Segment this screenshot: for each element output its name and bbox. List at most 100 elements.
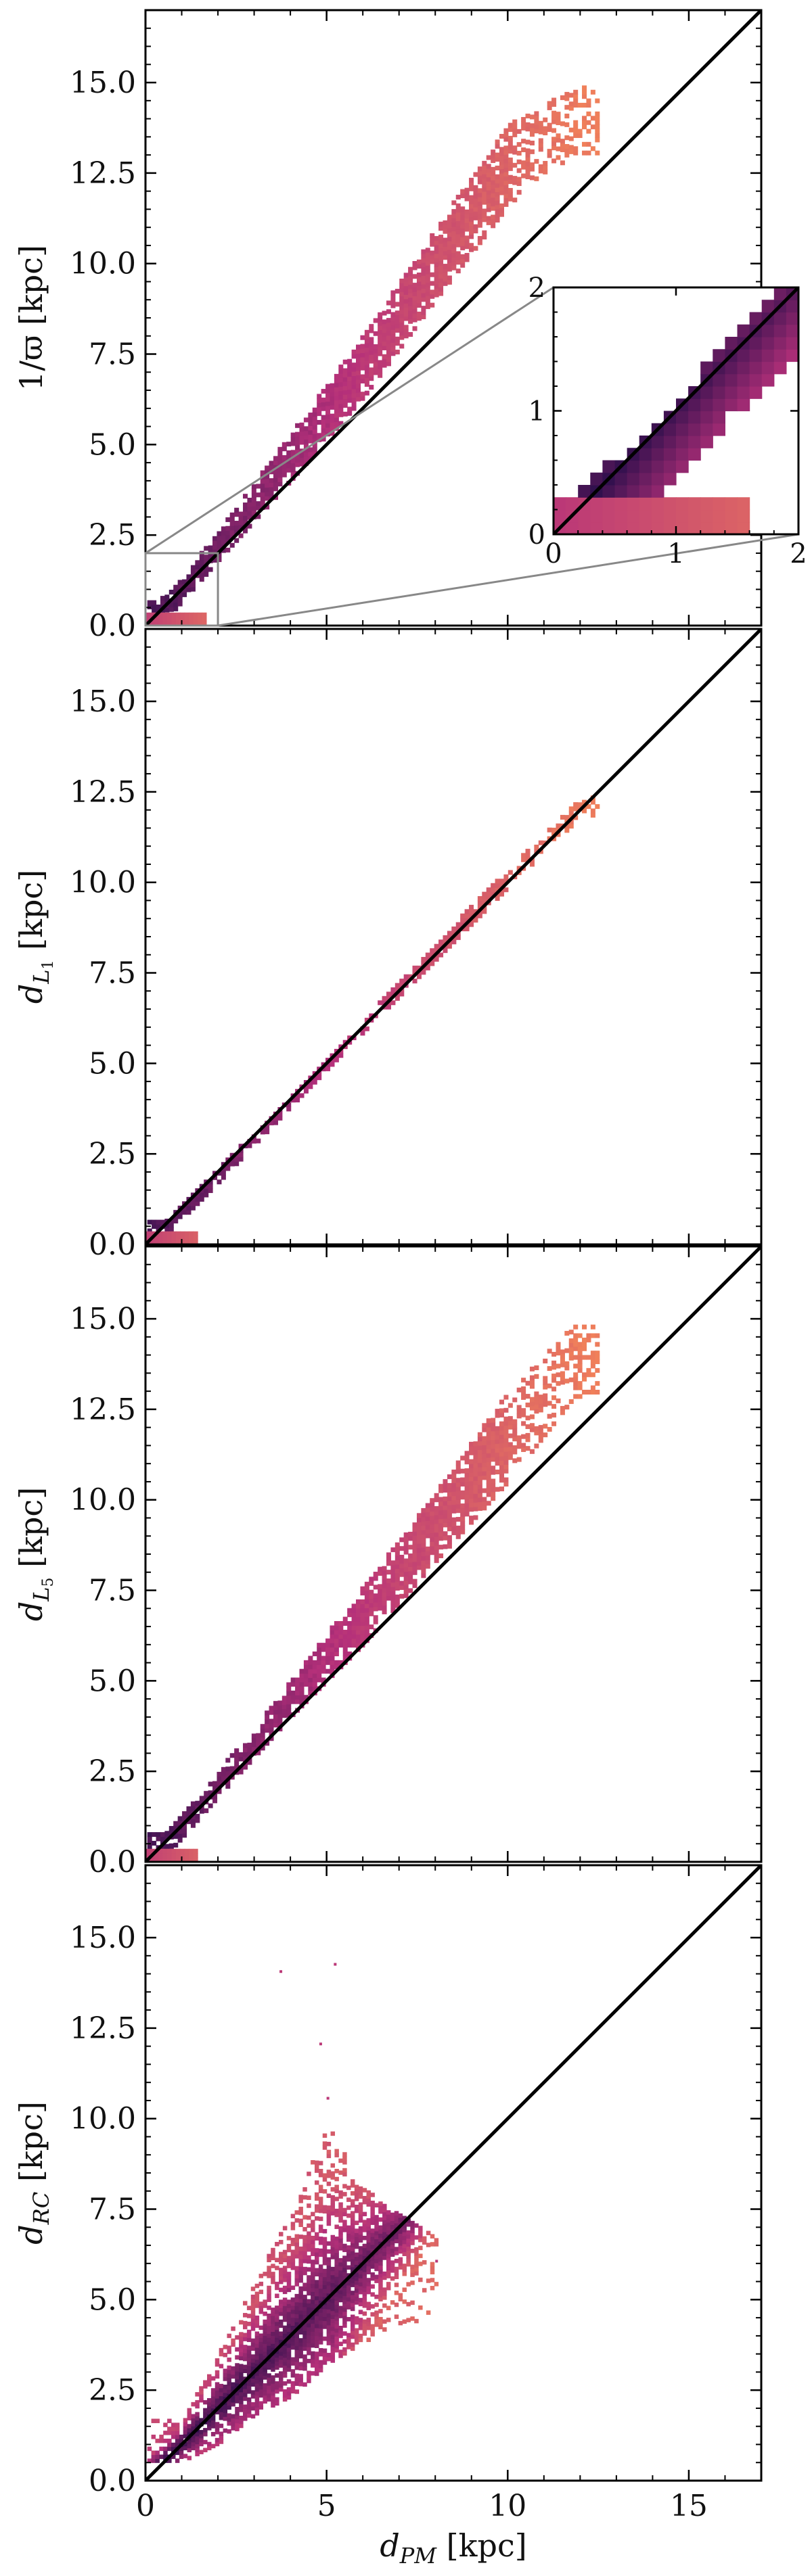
density-cell — [394, 1577, 400, 1583]
density-cell — [242, 2368, 248, 2373]
density-cell — [277, 1115, 283, 1121]
density-cell — [307, 2326, 311, 2332]
inset-density-cell — [713, 373, 725, 387]
density-cell — [217, 540, 222, 545]
density-cell — [473, 229, 478, 234]
density-cell — [482, 200, 487, 205]
inset-density-cell — [639, 521, 652, 534]
density-cell — [369, 1602, 374, 1608]
density-cell — [179, 2446, 184, 2452]
density-cell-clump — [158, 1848, 164, 1854]
density-cell — [399, 291, 405, 297]
zoom-connector-line — [217, 533, 799, 627]
density-cell — [294, 2373, 300, 2379]
inset-density-cell — [688, 436, 701, 448]
density-cell — [298, 2338, 303, 2343]
density-cell — [204, 1795, 209, 1800]
inset-density-cell — [602, 521, 616, 534]
density-cell — [434, 1553, 439, 1559]
density-cell — [164, 1835, 170, 1840]
density-cell — [512, 128, 518, 133]
density-cell — [398, 2229, 403, 2234]
density-cell — [330, 1643, 335, 1648]
density-cell — [402, 2268, 407, 2272]
density-cell — [430, 961, 435, 966]
density-cell — [330, 2199, 336, 2204]
density-cell — [267, 2253, 271, 2259]
density-cell — [302, 2326, 307, 2331]
density-cell — [231, 2366, 235, 2371]
density-cell — [246, 2333, 252, 2339]
density-cell — [312, 1668, 317, 1674]
density-cell — [394, 1555, 400, 1560]
density-cell — [314, 2367, 319, 2372]
density-cell — [469, 1507, 474, 1512]
density-cell — [314, 2232, 319, 2237]
density-cell — [273, 1714, 278, 1719]
density-cell — [378, 338, 383, 344]
density-cell — [362, 2243, 367, 2249]
density-cell — [447, 1522, 452, 1527]
density-cell — [299, 1695, 304, 1700]
density-cell — [447, 1518, 452, 1523]
density-cell — [543, 1393, 548, 1399]
density-cell — [239, 2395, 244, 2401]
density-cell — [342, 411, 348, 417]
density-cell — [495, 1447, 500, 1453]
density-cell — [286, 2272, 292, 2276]
density-cell — [362, 2303, 367, 2308]
density-cell — [314, 2280, 319, 2285]
density-cell — [360, 1634, 365, 1639]
density-cell — [451, 200, 457, 206]
density-cell — [410, 2241, 415, 2245]
inset-density-cell — [663, 460, 677, 473]
y-tick-label: 12.5 — [70, 1392, 136, 1427]
density-cell — [366, 2282, 371, 2287]
density-cell — [394, 302, 400, 307]
density-cell — [378, 2297, 383, 2301]
density-cell — [250, 2302, 256, 2308]
density-cell — [294, 2301, 300, 2307]
density-cell — [412, 326, 418, 331]
density-cell — [254, 2363, 260, 2368]
density-cell — [294, 2314, 300, 2318]
density-cell — [408, 1570, 413, 1576]
density-cell — [473, 1454, 478, 1459]
density-cell — [451, 1508, 457, 1514]
density-cell — [322, 2189, 328, 2194]
density-cell — [378, 1606, 383, 1611]
density-cell — [347, 385, 353, 390]
density-cell — [346, 2257, 351, 2262]
density-cell — [263, 2339, 267, 2344]
density-cell — [299, 1093, 304, 1098]
density-cell-clump — [158, 612, 164, 617]
density-cell — [314, 2272, 319, 2276]
density-cell — [242, 2364, 248, 2370]
density-cell — [438, 1523, 444, 1528]
density-cell — [438, 1509, 444, 1515]
density-cell — [503, 874, 509, 879]
density-cell — [334, 2328, 339, 2333]
density-cell — [321, 432, 326, 438]
density-cell — [234, 1757, 240, 1762]
density-cell — [208, 1803, 213, 1808]
density-cell — [302, 2259, 307, 2264]
density-cell — [399, 287, 405, 292]
density-cell — [314, 2259, 319, 2265]
density-cell — [360, 392, 365, 397]
density-cell — [414, 2255, 419, 2260]
density-cell — [482, 230, 487, 235]
density-cell-clump — [171, 1853, 177, 1858]
density-cell — [412, 1535, 418, 1541]
density-cell — [221, 535, 226, 540]
density-cell — [227, 2381, 231, 2386]
density-cell — [451, 243, 457, 249]
density-cell — [416, 1513, 422, 1518]
density-cell — [366, 2230, 371, 2235]
density-cell — [521, 117, 526, 122]
density-cell — [469, 225, 474, 231]
density-cell — [183, 2430, 188, 2435]
density-cell — [373, 1615, 378, 1620]
density-cell — [290, 471, 296, 477]
density-cell — [362, 2235, 367, 2241]
